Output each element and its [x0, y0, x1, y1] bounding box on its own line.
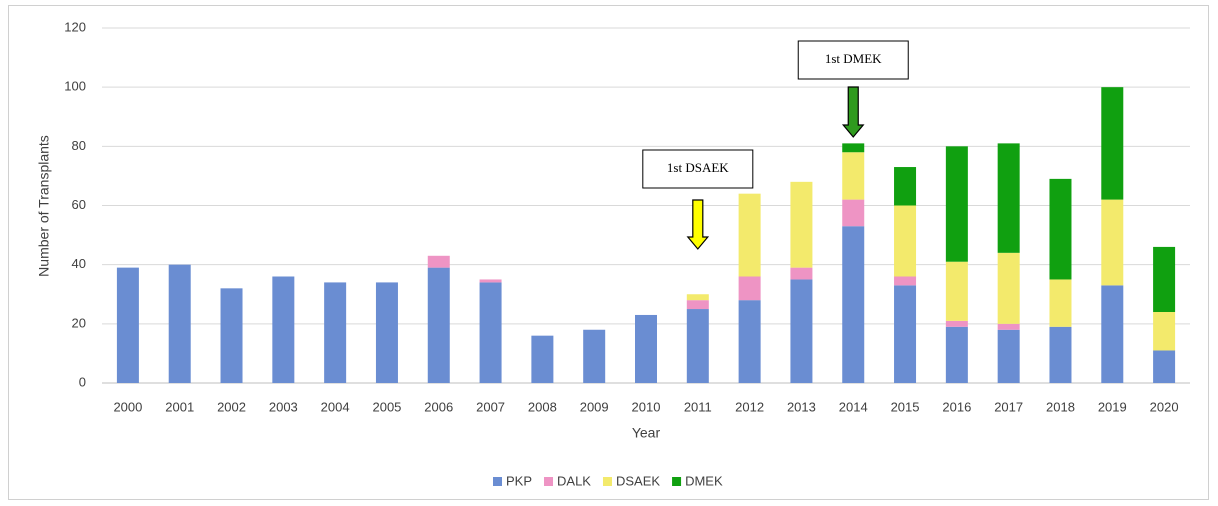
- x-tick-label: 2001: [165, 399, 194, 414]
- bar-segment: [738, 276, 761, 301]
- annotation-arrow: [841, 86, 865, 138]
- bar-segment: [1101, 285, 1124, 383]
- bar-segment: [842, 226, 865, 383]
- bar-segment: [1153, 312, 1176, 351]
- x-tick-label: 2000: [113, 399, 142, 414]
- bar-segment: [220, 288, 243, 383]
- bar-segment: [894, 285, 917, 383]
- bar-segment: [272, 276, 295, 383]
- bar-segment: [375, 282, 398, 383]
- bar-segment: [790, 279, 813, 383]
- y-tick-label: 20: [72, 315, 86, 330]
- bar-segment: [738, 193, 761, 277]
- bar-segment: [686, 294, 709, 301]
- legend-swatch: [672, 477, 682, 486]
- legend-label: DSAEK: [616, 473, 660, 488]
- bar-segment: [997, 329, 1020, 383]
- x-tick-label: 2012: [735, 399, 764, 414]
- annotation-text: 1st DSAEK: [667, 160, 729, 175]
- bar-segment: [945, 320, 968, 327]
- x-tick-label: 2017: [994, 399, 1023, 414]
- bar-segment: [997, 143, 1020, 253]
- x-tick-label: 2003: [269, 399, 298, 414]
- y-tick-label: 80: [72, 138, 86, 153]
- bar-segment: [1153, 246, 1176, 312]
- x-tick-label: 2010: [632, 399, 661, 414]
- legend-swatch: [493, 477, 502, 486]
- bar-segment: [894, 205, 917, 277]
- legend-label: DALK: [557, 473, 591, 488]
- x-tick-label: 2019: [1098, 399, 1127, 414]
- bar-segment: [894, 167, 917, 206]
- bar-segment: [790, 181, 813, 268]
- bar-segment: [842, 199, 865, 227]
- bar-segment: [1049, 178, 1072, 280]
- x-tick-label: 2013: [787, 399, 816, 414]
- x-tick-label: 2011: [684, 399, 712, 414]
- y-tick-label: 40: [72, 256, 86, 271]
- legend-swatch: [602, 477, 612, 486]
- legend-swatch: [544, 477, 554, 486]
- bar-segment: [997, 323, 1020, 330]
- x-tick-label: 2014: [839, 399, 868, 414]
- bar-segment: [1049, 279, 1072, 327]
- x-axis-label: Year: [632, 425, 661, 441]
- y-tick-label: 60: [72, 197, 86, 212]
- y-axis-label: Number of Transplants: [36, 135, 52, 277]
- annotation-text: 1st DMEK: [825, 51, 882, 66]
- y-tick-label: 100: [64, 79, 86, 94]
- bar-segment: [686, 300, 709, 310]
- annotation-box: [797, 40, 909, 80]
- legend-label: PKP: [506, 473, 532, 488]
- bar-segment: [479, 282, 502, 383]
- x-tick-label: 2008: [528, 399, 557, 414]
- bar-segment: [427, 267, 450, 383]
- x-tick-label: 2005: [372, 399, 401, 414]
- x-tick-label: 2006: [424, 399, 453, 414]
- annotation-arrow: [686, 199, 710, 250]
- x-tick-label: 2004: [321, 399, 350, 414]
- bar-segment: [686, 309, 709, 383]
- x-tick-label: 2002: [217, 399, 246, 414]
- bar-segment: [945, 326, 968, 383]
- y-tick-label: 120: [64, 19, 86, 34]
- legend-label: DMEK: [685, 473, 723, 488]
- bar-segment: [531, 335, 554, 383]
- bar-segment: [1049, 326, 1072, 383]
- bar-segment: [945, 146, 968, 262]
- bar-segment: [738, 300, 761, 383]
- bar-segment: [324, 282, 347, 383]
- x-tick-label: 2016: [942, 399, 971, 414]
- x-tick-label: 2018: [1046, 399, 1075, 414]
- bar-segment: [1153, 350, 1176, 383]
- x-tick-label: 2020: [1150, 399, 1179, 414]
- bar-segment: [116, 267, 139, 383]
- y-tick-label: 0: [79, 374, 86, 389]
- bar-segment: [1101, 199, 1124, 286]
- bar-segment: [479, 279, 502, 283]
- bar-segment: [945, 261, 968, 321]
- x-tick-label: 2009: [580, 399, 609, 414]
- bar-segment: [894, 276, 917, 286]
- chart-border: [8, 5, 1209, 500]
- bar-segment: [1101, 87, 1124, 200]
- bar-segment: [583, 329, 606, 383]
- bar-segment: [842, 152, 865, 200]
- x-tick-label: 2007: [476, 399, 505, 414]
- bar-segment: [427, 255, 450, 268]
- bar-segment: [635, 314, 657, 383]
- bar-segment: [997, 252, 1020, 324]
- bar-segment: [168, 264, 191, 383]
- x-tick-label: 2015: [891, 399, 920, 414]
- annotation-box: [642, 149, 754, 189]
- bar-segment: [842, 143, 865, 153]
- bar-segment: [790, 267, 813, 280]
